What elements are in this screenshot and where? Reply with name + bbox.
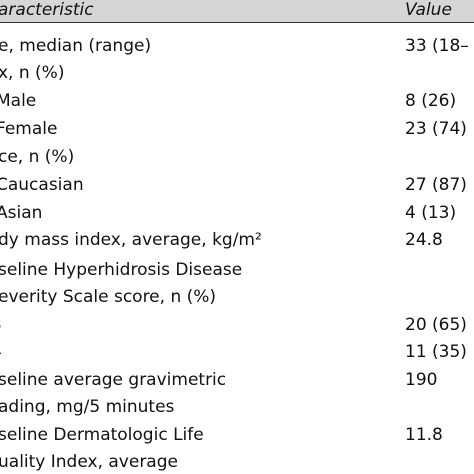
header-band <box>0 0 474 23</box>
row-label: Female <box>0 119 58 139</box>
row-label: Male <box>0 91 37 111</box>
row-value: 33 (18– <box>405 36 469 56</box>
row-value: 190 <box>405 370 438 390</box>
row-label: 3 <box>0 315 2 335</box>
row-value: 8 (26) <box>405 91 457 111</box>
row-label: Asian <box>0 203 43 223</box>
header-cell: Value <box>405 0 452 20</box>
row-value: 4 (13) <box>405 203 457 223</box>
row-label: Caucasian <box>0 175 84 195</box>
row-value: 27 (87) <box>405 175 467 195</box>
row-label: everity Scale score, n (%) <box>0 287 217 307</box>
row-label: ce, n (%) <box>0 147 75 167</box>
row-value: 11.8 <box>405 425 443 445</box>
row-label: uality Index, average <box>0 452 178 472</box>
row-label: 4 <box>0 342 2 362</box>
row-label: e, median (range) <box>0 36 152 56</box>
row-label: seline Dermatologic Life <box>0 425 204 445</box>
row-value: 23 (74) <box>405 119 467 139</box>
row-label: seline Hyperhidrosis Disease <box>0 260 243 280</box>
row-label: ading, mg/5 minutes <box>0 397 175 417</box>
row-value: 20 (65) <box>405 315 467 335</box>
row-label: seline average gravimetric <box>0 370 227 390</box>
row-value: 24.8 <box>405 230 443 250</box>
row-label: dy mass index, average, kg/m² <box>0 230 262 250</box>
row-value: 11 (35) <box>405 342 467 362</box>
header-cell: aracteristic <box>0 0 94 20</box>
row-label: x, n (%) <box>0 63 65 83</box>
